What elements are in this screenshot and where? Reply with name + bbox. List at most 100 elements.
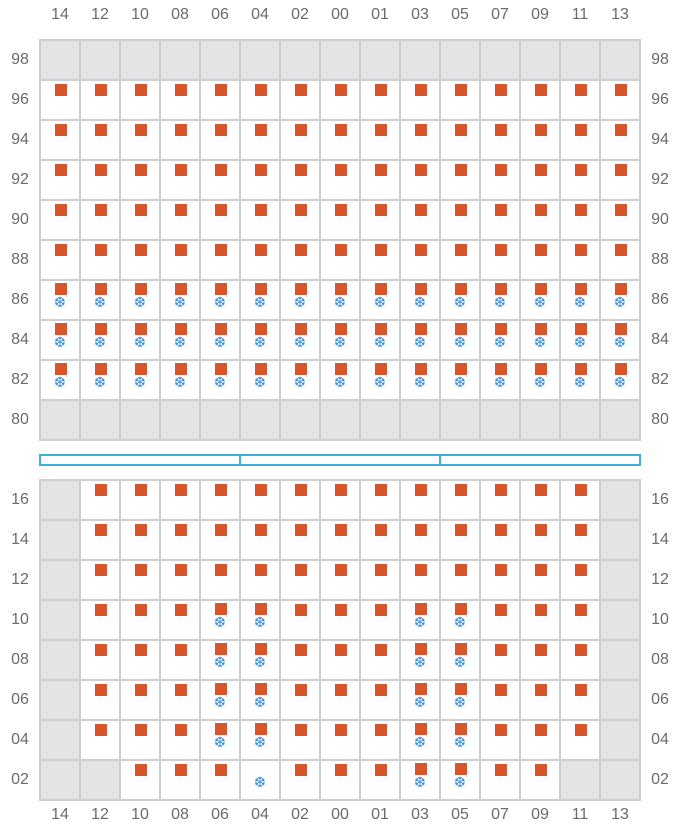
square-cargo-icon xyxy=(495,564,507,576)
empty-slot xyxy=(399,399,441,441)
square-cargo-icon xyxy=(95,564,107,576)
empty-slot xyxy=(39,479,81,521)
square-cargo-icon xyxy=(375,604,387,616)
column-labels-top: 14 12 10 08 06 04 02 00 01 03 05 07 09 11 13 xyxy=(51,6,629,23)
slot xyxy=(519,759,561,801)
square-cargo-icon xyxy=(575,283,587,295)
square-cargo-icon xyxy=(175,644,187,656)
square-cargo-icon xyxy=(55,323,67,335)
square-cargo-icon xyxy=(535,484,547,496)
snowflake-icon: ❆ xyxy=(454,735,466,751)
square-cargo-icon xyxy=(175,524,187,536)
square-cargo-icon xyxy=(415,564,427,576)
square-cargo-icon xyxy=(295,524,307,536)
column-label: 11 xyxy=(572,806,589,823)
column-label: 03 xyxy=(411,6,429,23)
square-cargo-icon xyxy=(455,603,467,615)
snowflake-icon: ❆ xyxy=(174,335,186,351)
square-cargo-icon xyxy=(415,164,427,176)
row-label: 82 xyxy=(11,371,29,388)
empty-slot xyxy=(199,39,241,81)
square-cargo-icon xyxy=(375,244,387,256)
square-cargo-icon xyxy=(415,603,427,615)
square-cargo-icon xyxy=(455,524,467,536)
empty-slot xyxy=(39,759,81,801)
on-deck-grid: 98 98 96 96 94 94 92 92 90 90 88 88 86 86 ❆ ❆ ❆ ❆ ❆ ❆ ❆ ❆ ❆ ❆ ❆ ❆… xyxy=(11,39,669,441)
column-label: 14 xyxy=(51,6,69,23)
empty-slot xyxy=(599,479,641,521)
square-cargo-icon xyxy=(215,164,227,176)
row-label: 90 xyxy=(651,211,669,228)
column-label: 12 xyxy=(91,806,109,823)
row-label: 88 xyxy=(11,251,29,268)
square-cargo-icon xyxy=(455,763,467,775)
empty-slot xyxy=(359,399,401,441)
row-label: 10 xyxy=(11,611,29,628)
square-cargo-icon xyxy=(215,683,227,695)
empty-slot xyxy=(559,759,601,801)
square-cargo-icon xyxy=(535,644,547,656)
square-cargo-icon xyxy=(535,564,547,576)
square-cargo-icon xyxy=(335,244,347,256)
snowflake-icon: ❆ xyxy=(334,295,346,311)
snowflake-icon: ❆ xyxy=(294,335,306,351)
snowflake-icon: ❆ xyxy=(214,615,226,631)
slot xyxy=(279,159,321,201)
snowflake-icon: ❆ xyxy=(374,375,386,391)
snowflake-icon: ❆ xyxy=(94,335,106,351)
row-label: 06 xyxy=(11,691,29,708)
empty-slot xyxy=(599,599,641,641)
square-cargo-icon xyxy=(535,84,547,96)
square-cargo-icon xyxy=(55,204,67,216)
square-cargo-icon xyxy=(255,84,267,96)
square-cargo-icon xyxy=(175,84,187,96)
square-cargo-icon xyxy=(575,524,587,536)
column-label: 06 xyxy=(211,6,229,23)
square-cargo-icon xyxy=(575,644,587,656)
row-label: 86 xyxy=(651,291,669,308)
square-cargo-icon xyxy=(375,283,387,295)
empty-slot xyxy=(319,399,361,441)
empty-slot xyxy=(79,399,121,441)
square-cargo-icon xyxy=(295,604,307,616)
square-cargo-icon xyxy=(415,323,427,335)
square-cargo-icon xyxy=(135,363,147,375)
square-cargo-icon xyxy=(615,164,627,176)
snowflake-icon: ❆ xyxy=(414,695,426,711)
square-cargo-icon xyxy=(615,124,627,136)
row-label: 96 xyxy=(11,91,29,108)
square-cargo-icon xyxy=(175,204,187,216)
square-cargo-icon xyxy=(535,724,547,736)
square-cargo-icon xyxy=(135,84,147,96)
slot xyxy=(559,319,601,361)
square-cargo-icon xyxy=(95,604,107,616)
empty-slot xyxy=(599,39,641,81)
square-cargo-icon xyxy=(255,283,267,295)
snowflake-icon: ❆ xyxy=(134,335,146,351)
square-cargo-icon xyxy=(495,124,507,136)
snowflake-icon: ❆ xyxy=(254,735,266,751)
square-cargo-icon xyxy=(495,283,507,295)
empty-slot xyxy=(359,39,401,81)
snowflake-icon: ❆ xyxy=(414,655,426,671)
square-cargo-icon xyxy=(495,244,507,256)
snowflake-icon: ❆ xyxy=(414,775,426,791)
square-cargo-icon xyxy=(495,164,507,176)
square-cargo-icon xyxy=(415,124,427,136)
column-label: 10 xyxy=(131,6,149,23)
square-cargo-icon xyxy=(375,84,387,96)
square-cargo-icon xyxy=(175,244,187,256)
column-label: 00 xyxy=(331,806,349,823)
empty-slot xyxy=(519,399,561,441)
square-cargo-icon xyxy=(295,244,307,256)
square-cargo-icon xyxy=(575,84,587,96)
snowflake-icon: ❆ xyxy=(254,295,266,311)
square-cargo-icon xyxy=(455,164,467,176)
square-cargo-icon xyxy=(575,323,587,335)
square-cargo-icon xyxy=(215,84,227,96)
square-cargo-icon xyxy=(255,524,267,536)
row-label: 80 xyxy=(11,411,29,428)
square-cargo-icon xyxy=(375,204,387,216)
square-cargo-icon xyxy=(335,644,347,656)
empty-slot xyxy=(79,39,121,81)
